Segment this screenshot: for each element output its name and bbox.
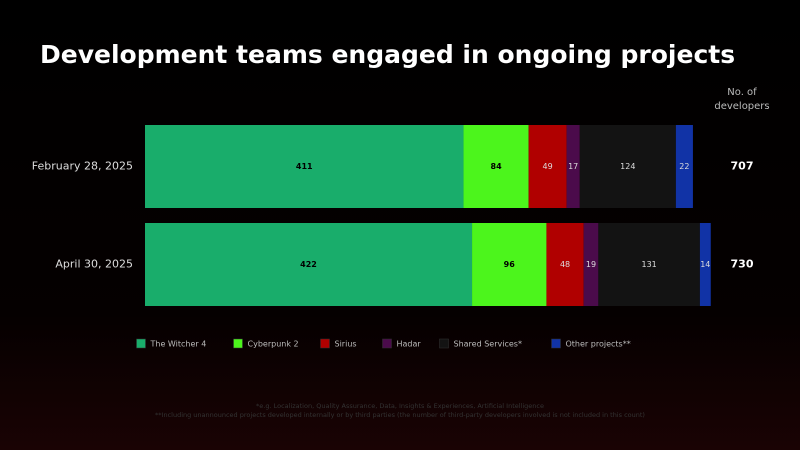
- value-label: 17: [568, 162, 578, 171]
- footnote: **Including unannounced projects develop…: [155, 411, 645, 419]
- totals-header: developers: [714, 101, 769, 112]
- value-label: 22: [679, 162, 689, 171]
- totals-header: No. of: [727, 87, 757, 98]
- bar-segment: [699, 223, 711, 306]
- value-label: 422: [300, 260, 317, 269]
- bar-segment: [472, 223, 547, 306]
- legend-label: Sirius: [335, 340, 357, 349]
- value-label: 124: [620, 162, 635, 171]
- legend-swatch: [382, 338, 392, 349]
- bar-segment: [675, 125, 693, 208]
- legend-swatch: [439, 338, 449, 349]
- value-label: 19: [586, 260, 596, 269]
- bar-segment: [546, 223, 584, 306]
- footnote: *e.g. Localization, Quality Assurance, D…: [256, 402, 544, 410]
- bar-segment: [566, 125, 580, 208]
- legend-swatch: [233, 338, 243, 349]
- category-label: February 28, 2025: [32, 160, 133, 173]
- legend-swatch: [136, 338, 146, 349]
- category-label: April 30, 2025: [55, 258, 133, 271]
- bar-segment: [145, 223, 473, 306]
- legend-swatch: [320, 338, 330, 349]
- bar-segment: [528, 125, 567, 208]
- chart-title: Development teams engaged in ongoing pro…: [40, 40, 735, 69]
- value-label: 96: [504, 260, 516, 269]
- value-label: 48: [560, 260, 570, 269]
- value-label: 131: [641, 260, 656, 269]
- legend-label: Shared Services*: [454, 340, 522, 349]
- total-label: 730: [731, 258, 754, 271]
- value-label: 14: [700, 260, 710, 269]
- legend-label: The Witcher 4: [150, 340, 207, 349]
- bar-segment: [598, 223, 700, 306]
- value-label: 411: [296, 162, 313, 171]
- total-label: 707: [731, 160, 754, 173]
- bar-segment: [145, 125, 464, 208]
- legend-label: Hadar: [397, 340, 422, 349]
- bar-segment: [583, 223, 599, 306]
- bar-segment: [579, 125, 676, 208]
- legend-swatch: [551, 338, 561, 349]
- legend-label: Cyberpunk 2: [248, 340, 299, 349]
- value-label: 49: [543, 162, 553, 171]
- bar-segment: [463, 125, 529, 208]
- legend-label: Other projects**: [566, 340, 631, 349]
- value-label: 84: [491, 162, 503, 171]
